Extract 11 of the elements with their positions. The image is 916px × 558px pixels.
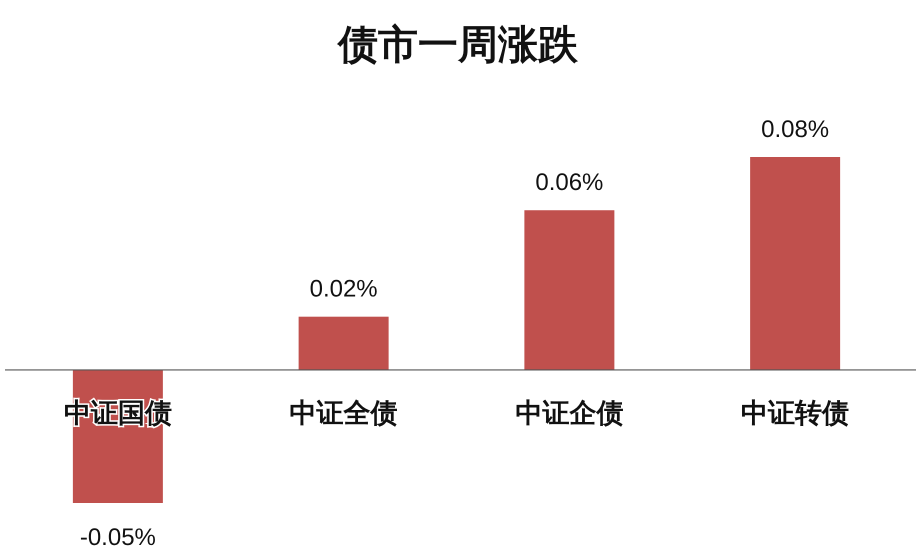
data-label: -0.05% — [80, 524, 156, 551]
data-label: 0.02% — [310, 276, 378, 303]
x-tick-label: 中证企债 — [515, 398, 624, 429]
bar — [750, 157, 840, 370]
x-tick-label: 中证转债 — [741, 398, 850, 429]
bar — [298, 316, 389, 370]
data-label: 0.06% — [535, 169, 604, 196]
chart-title: 债市一周涨跌 — [336, 21, 579, 68]
x-tick-label: 中证全债 — [290, 398, 398, 429]
bar — [524, 210, 614, 370]
data-label: 0.08% — [761, 116, 830, 143]
